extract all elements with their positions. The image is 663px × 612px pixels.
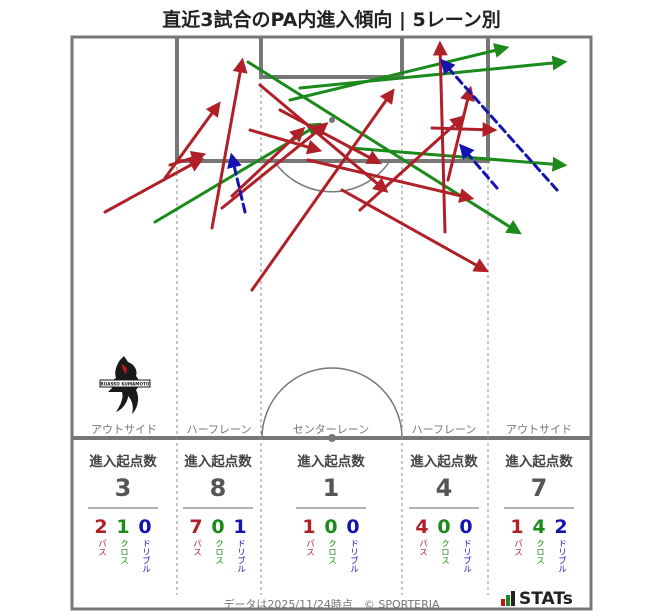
stat-cross-label: クロス [534, 539, 545, 565]
stat-pass-label: パス [191, 539, 202, 556]
pass-arrow [250, 88, 395, 292]
center-spot [328, 434, 336, 442]
stat-pass-count: 7 [189, 516, 203, 538]
stat-dribble-count: 2 [554, 516, 568, 538]
stat-dribble-count: 1 [233, 516, 247, 538]
arrow-layer [103, 40, 568, 292]
penalty-arc [273, 160, 391, 193]
stat-pass-label: パス [96, 539, 107, 556]
lane-name-center: センターレーン [292, 423, 370, 436]
stat-pass-label: パス [512, 539, 523, 556]
cross-arrow [348, 146, 568, 172]
stat-cross-count: 0 [211, 516, 225, 538]
pass-arrow [278, 108, 382, 165]
stat-pass-label: パス [417, 539, 428, 556]
brand-logo: STATs [501, 589, 573, 609]
stat-dribble-count: 0 [138, 516, 152, 538]
dribble-arrow [459, 143, 499, 190]
stat-header: 進入起点数 [89, 454, 157, 470]
page-title: 直近3試合のPA内進入傾向 | 5レーン別 [162, 9, 501, 31]
center-circle [261, 367, 403, 439]
pass-arrow [163, 101, 221, 180]
stat-total: 7 [530, 474, 548, 502]
stat-dribble-label: ドリブル [140, 539, 151, 573]
stat-total: 4 [435, 474, 453, 502]
penalty-spot [329, 117, 335, 123]
lane-stats-halfspace-left: 進入起点数 8 7 パス 0 クロス 1 ドリブル [168, 450, 268, 573]
brand-bars-icon [501, 591, 515, 606]
pass-arrow [248, 128, 323, 155]
lane-stats-outside-left: 進入起点数 3 2 パス 1 クロス 0 ドリブル [73, 450, 173, 573]
stat-pass-count: 2 [94, 516, 108, 538]
stat-cross-count: 0 [437, 516, 451, 538]
stat-dribble-label: ドリブル [235, 539, 246, 573]
penalty-area [175, 37, 490, 163]
pass-arrow [432, 40, 448, 234]
cross-arrow [246, 60, 522, 235]
lane-name-outside-left: アウトサイド [91, 423, 157, 436]
cross-arrow [288, 43, 510, 102]
dribble-arrow [227, 152, 247, 214]
brand-name: STATs [519, 589, 573, 609]
stat-dribble-count: 0 [459, 516, 473, 538]
stat-pass-label: パス [304, 539, 315, 556]
stat-total: 8 [209, 474, 227, 502]
stat-cross-label: クロス [118, 539, 129, 565]
stat-dribble-label: ドリブル [348, 539, 359, 573]
stat-dribble-label: ドリブル [461, 539, 472, 573]
pass-arrow [446, 85, 475, 182]
cross-arrow [298, 55, 568, 90]
footer-credit: データは2025/11/24時点 © SPORTERIA [223, 598, 440, 611]
lane-name-halfspace-right: ハーフレーン [411, 423, 477, 436]
pass-arrow [340, 188, 489, 273]
stat-header: 進入起点数 [184, 454, 252, 470]
stat-cross-label: クロス [439, 539, 450, 565]
stat-cross-label: クロス [213, 539, 224, 565]
goal-area [259, 37, 404, 79]
lane-stats-outside-right: 進入起点数 7 1 パス 4 クロス 2 ドリブル [489, 450, 589, 573]
stat-cross-label: クロス [326, 539, 337, 565]
pass-arrow [168, 150, 207, 167]
club-logo: ROASSO KUMAMOTO [98, 352, 152, 416]
stat-header: 進入起点数 [297, 454, 365, 470]
stat-dribble-label: ドリブル [556, 539, 567, 573]
lane-name-halfspace-left: ハーフレーン [186, 423, 252, 436]
stat-total: 3 [114, 474, 132, 502]
stat-dribble-count: 0 [346, 516, 360, 538]
stat-cross-count: 0 [324, 516, 338, 538]
stat-cross-count: 1 [116, 516, 130, 538]
stat-cross-count: 4 [532, 516, 546, 538]
stat-header: 進入起点数 [410, 454, 478, 470]
pass-arrow [430, 122, 498, 138]
pass-arrow [103, 157, 204, 214]
lane-stats-halfspace-right: 進入起点数 4 4 パス 0 クロス 0 ドリブル [394, 450, 494, 573]
pass-arrow [358, 114, 466, 212]
svg-text:ROASSO KUMAMOTO: ROASSO KUMAMOTO [101, 382, 150, 387]
lane-stats-center: 進入起点数 1 1 パス 0 クロス 0 ドリブル [281, 450, 381, 573]
stat-header: 進入起点数 [505, 454, 573, 470]
pass-arrow [220, 122, 329, 210]
pass-arrow [210, 57, 248, 230]
lane-name-outside-right: アウトサイド [506, 423, 572, 436]
stat-pass-count: 1 [302, 516, 316, 538]
stat-pass-count: 4 [415, 516, 429, 538]
stat-pass-count: 1 [510, 516, 524, 538]
stat-total: 1 [322, 474, 340, 502]
pitch-outline [70, 35, 593, 611]
dribble-arrow [440, 58, 559, 192]
